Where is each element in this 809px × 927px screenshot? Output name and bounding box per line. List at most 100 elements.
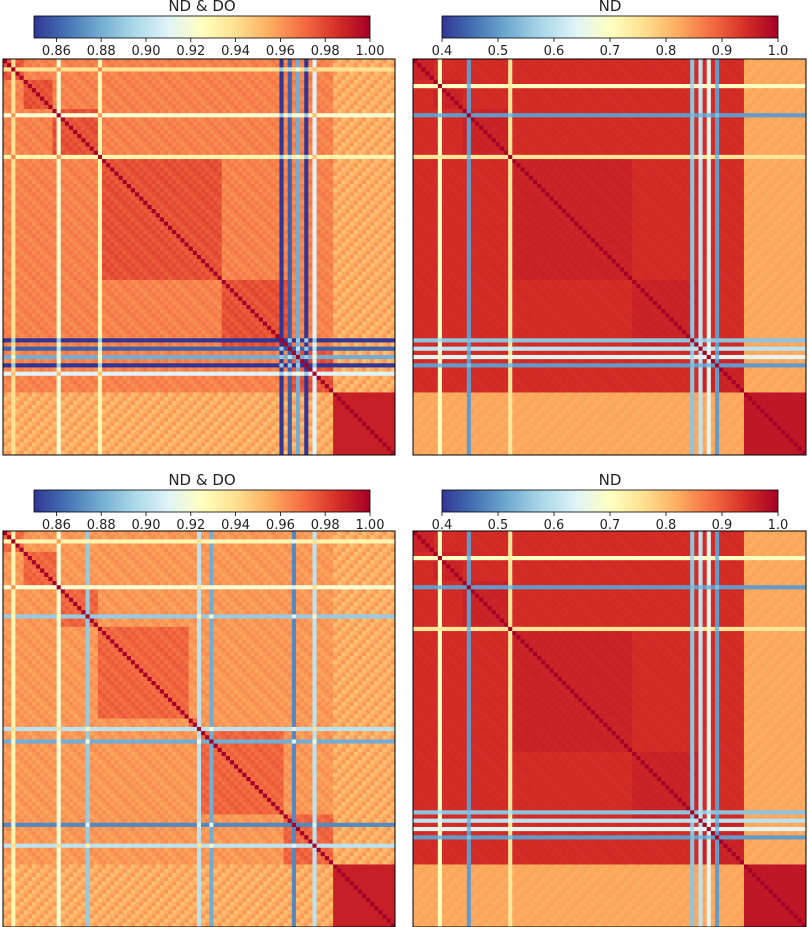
heatmap-cell	[366, 159, 371, 164]
heatmap-cell	[122, 71, 128, 77]
heatmap-cell	[15, 217, 20, 222]
heatmap-cell	[60, 263, 66, 268]
heatmap-cell	[196, 246, 202, 252]
heatmap-cell	[320, 259, 326, 264]
heatmap-cell	[196, 104, 202, 110]
heatmap-cell	[271, 242, 276, 247]
heatmap-cell	[254, 175, 260, 181]
heatmap-cell	[254, 150, 260, 156]
heatmap-cell	[176, 75, 181, 81]
heatmap-cell	[205, 184, 210, 189]
heatmap-cell	[85, 238, 91, 243]
heatmap-cell	[291, 125, 297, 131]
heatmap-cell	[102, 150, 107, 156]
heatmap-cell	[390, 109, 396, 114]
heatmap-cell	[102, 79, 107, 85]
heatmap-cell	[390, 159, 396, 164]
heatmap-cell	[52, 267, 58, 272]
heatmap-cell	[287, 129, 293, 135]
heatmap-cell	[15, 121, 20, 127]
heatmap-cell	[114, 275, 119, 281]
heatmap-cell	[320, 171, 326, 177]
heatmap-cell	[267, 79, 272, 85]
heatmap-cell	[126, 192, 132, 197]
heatmap-cell	[77, 221, 82, 227]
heatmap-cell	[324, 213, 330, 218]
heatmap-cell	[201, 63, 206, 68]
heatmap-cell	[163, 263, 169, 268]
heatmap-cell	[300, 171, 305, 177]
heatmap-cell	[291, 150, 297, 156]
heatmap-cell	[254, 88, 260, 93]
heatmap-cell	[163, 67, 169, 72]
heatmap-cell	[97, 163, 103, 168]
heatmap-cell	[126, 67, 132, 72]
heatmap-cell	[337, 263, 342, 268]
heatmap-cell	[180, 196, 185, 202]
heatmap-cell	[155, 79, 161, 85]
heatmap-cell	[333, 117, 338, 122]
heatmap-cell	[196, 221, 202, 227]
heatmap-cell	[48, 129, 53, 135]
heatmap-cell	[139, 71, 144, 77]
heatmap-cell	[382, 238, 388, 243]
heatmap-cell	[225, 250, 231, 256]
heatmap-cell	[246, 92, 251, 97]
heatmap-cell	[349, 271, 355, 277]
heatmap-cell	[382, 242, 388, 247]
heatmap-cell	[180, 134, 185, 139]
heatmap-cell	[333, 63, 338, 68]
heatmap-cell	[295, 146, 301, 152]
heatmap-cell	[370, 221, 375, 227]
heatmap-cell	[209, 125, 214, 131]
heatmap-cell	[258, 179, 264, 185]
heatmap-cell	[184, 184, 190, 189]
heatmap-cell	[250, 167, 256, 172]
heatmap-cell	[48, 209, 53, 214]
heatmap-cell	[60, 129, 66, 135]
heatmap-cell	[23, 167, 29, 172]
heatmap-cell	[163, 121, 169, 127]
heatmap-cell	[312, 167, 317, 172]
heatmap-cell	[184, 75, 190, 81]
heatmap-cell	[11, 171, 16, 177]
heatmap-cell	[155, 175, 161, 181]
heatmap-cell	[390, 250, 396, 256]
heatmap-cell	[386, 142, 392, 147]
heatmap-cell	[15, 63, 20, 68]
heatmap-cell	[378, 92, 384, 97]
heatmap-cell	[238, 267, 243, 272]
heatmap-cell	[97, 271, 103, 277]
heatmap-cell	[110, 204, 115, 210]
heatmap-cell	[213, 63, 218, 68]
heatmap-cell	[378, 254, 384, 260]
heatmap-cell	[250, 192, 256, 197]
heatmap-cell	[139, 275, 144, 281]
heatmap-cell	[246, 259, 251, 264]
heatmap-cell	[19, 171, 25, 177]
heatmap-cell	[102, 146, 107, 152]
heatmap-cell	[44, 250, 49, 256]
heatmap-cell	[382, 229, 388, 235]
heatmap-cell	[163, 129, 169, 135]
heatmap-cell	[40, 150, 45, 156]
heatmap-cell	[172, 167, 177, 172]
heatmap-cell	[328, 200, 334, 206]
heatmap-cell	[221, 84, 227, 89]
heatmap-cell	[180, 121, 185, 127]
heatmap-cell	[370, 84, 375, 89]
heatmap-cell	[163, 209, 169, 214]
heatmap-cell	[300, 167, 305, 172]
heatmap-cell	[27, 250, 33, 256]
heatmap-cell	[341, 196, 346, 202]
heatmap-cell	[27, 129, 33, 135]
heatmap-cell	[15, 171, 20, 177]
heatmap-cell	[36, 71, 41, 77]
heatmap-cell	[320, 163, 326, 168]
heatmap-cell	[283, 267, 289, 272]
heatmap-cell	[337, 100, 342, 106]
heatmap-cell	[312, 59, 317, 64]
heatmap-cell	[77, 79, 82, 85]
heatmap-cell	[77, 84, 82, 89]
heatmap-cell	[36, 129, 41, 135]
